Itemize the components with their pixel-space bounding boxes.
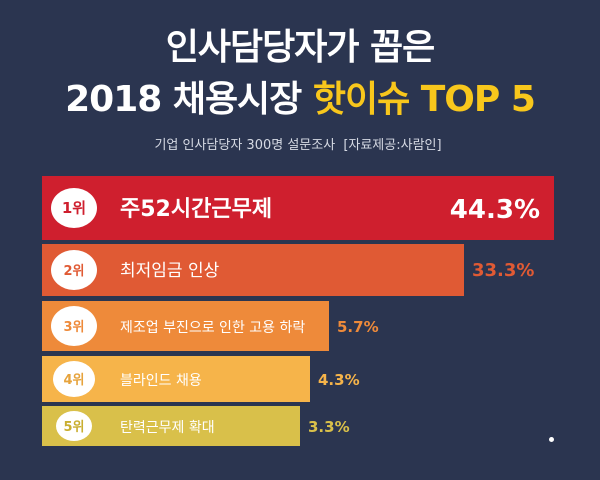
page-title-line1: 인사담당자가 꼽은 (165, 27, 436, 68)
rank-label-5: 5위 (63, 420, 84, 435)
value-label-4: 4.3% (318, 371, 360, 389)
bar-2 (42, 244, 464, 296)
category-label-3: 제조업 부진으로 인한 고용 하락 (120, 320, 305, 336)
rank-badge-1 (51, 188, 97, 228)
page-title-line2: 2018 채용시장 핫이슈 TOP 5 (0, 70, 600, 122)
category-label-4: 블라인드 채용 (120, 373, 202, 389)
category-label-2: 최저임금 인상 (120, 261, 220, 281)
decorative-dot (549, 437, 554, 442)
rank-badge-5 (56, 411, 92, 441)
subtitle: 기업 인사담당자 300명 설문조사 [자료제공:사람인] (0, 134, 600, 153)
subtitle-survey: 기업 인사담당자 300명 설문조사 (154, 138, 336, 153)
rank-label-4: 4위 (63, 373, 84, 388)
category-label-5: 탄력근무제 확대 (120, 420, 215, 436)
rank-label-2: 2위 (63, 264, 84, 279)
rank-label-1: 1위 (62, 199, 86, 217)
rank-badge-3 (51, 306, 97, 346)
category-label-1: 주52시간근무제 (120, 197, 272, 222)
value-label-5: 3.3% (308, 418, 350, 436)
title-highlight: 핫이슈 TOP 5 (312, 79, 536, 120)
value-label-2: 33.3% (472, 260, 534, 281)
value-label-1: 44.3% (450, 195, 540, 225)
title-main: 2018 채용시장 (65, 79, 302, 120)
subtitle-source: [자료제공:사람인] (343, 138, 442, 153)
value-label-3: 5.7% (337, 318, 379, 336)
rank-badge-2 (51, 250, 97, 290)
bar-1 (42, 176, 554, 240)
rank-label-3: 3위 (63, 320, 84, 335)
rank-badge-4 (53, 361, 95, 397)
